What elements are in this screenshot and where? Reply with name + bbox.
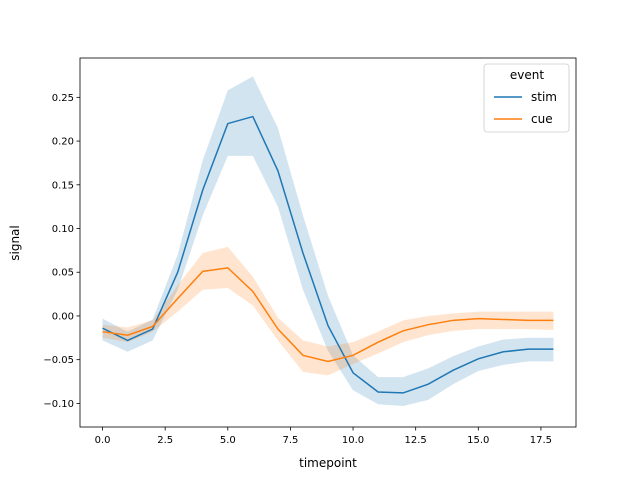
y-axis: −0.10 −0.05 0.00 0.05 0.10 0.15 0.20 0.25: [43, 93, 80, 410]
legend-label-cue: cue: [531, 112, 553, 126]
y-tick-label: 0.15: [52, 180, 74, 191]
y-tick-label: −0.10: [43, 399, 74, 410]
x-axis-label: timepoint: [299, 456, 357, 470]
x-tick-label: 7.5: [282, 435, 298, 446]
y-tick-label: 0.25: [52, 93, 74, 104]
x-axis: 0.0 2.5 5.0 7.5 10.0 12.5 15.0 17.5: [95, 427, 552, 446]
legend-title: event: [510, 68, 544, 82]
x-tick-label: 17.5: [530, 435, 552, 446]
y-tick-label: 0.20: [52, 137, 74, 148]
x-tick-label: 12.5: [405, 435, 427, 446]
legend-label-stim: stim: [531, 90, 557, 104]
legend: event stim cue: [484, 64, 569, 132]
x-tick-label: 5.0: [220, 435, 236, 446]
y-tick-label: 0.10: [52, 224, 74, 235]
y-tick-label: 0.05: [52, 268, 74, 279]
y-tick-label: 0.00: [52, 311, 74, 322]
y-axis-label: signal: [8, 225, 22, 261]
x-tick-label: 15.0: [467, 435, 489, 446]
x-tick-label: 2.5: [157, 435, 173, 446]
x-tick-label: 10.0: [342, 435, 364, 446]
y-tick-label: −0.05: [43, 355, 74, 366]
x-tick-label: 0.0: [95, 435, 111, 446]
